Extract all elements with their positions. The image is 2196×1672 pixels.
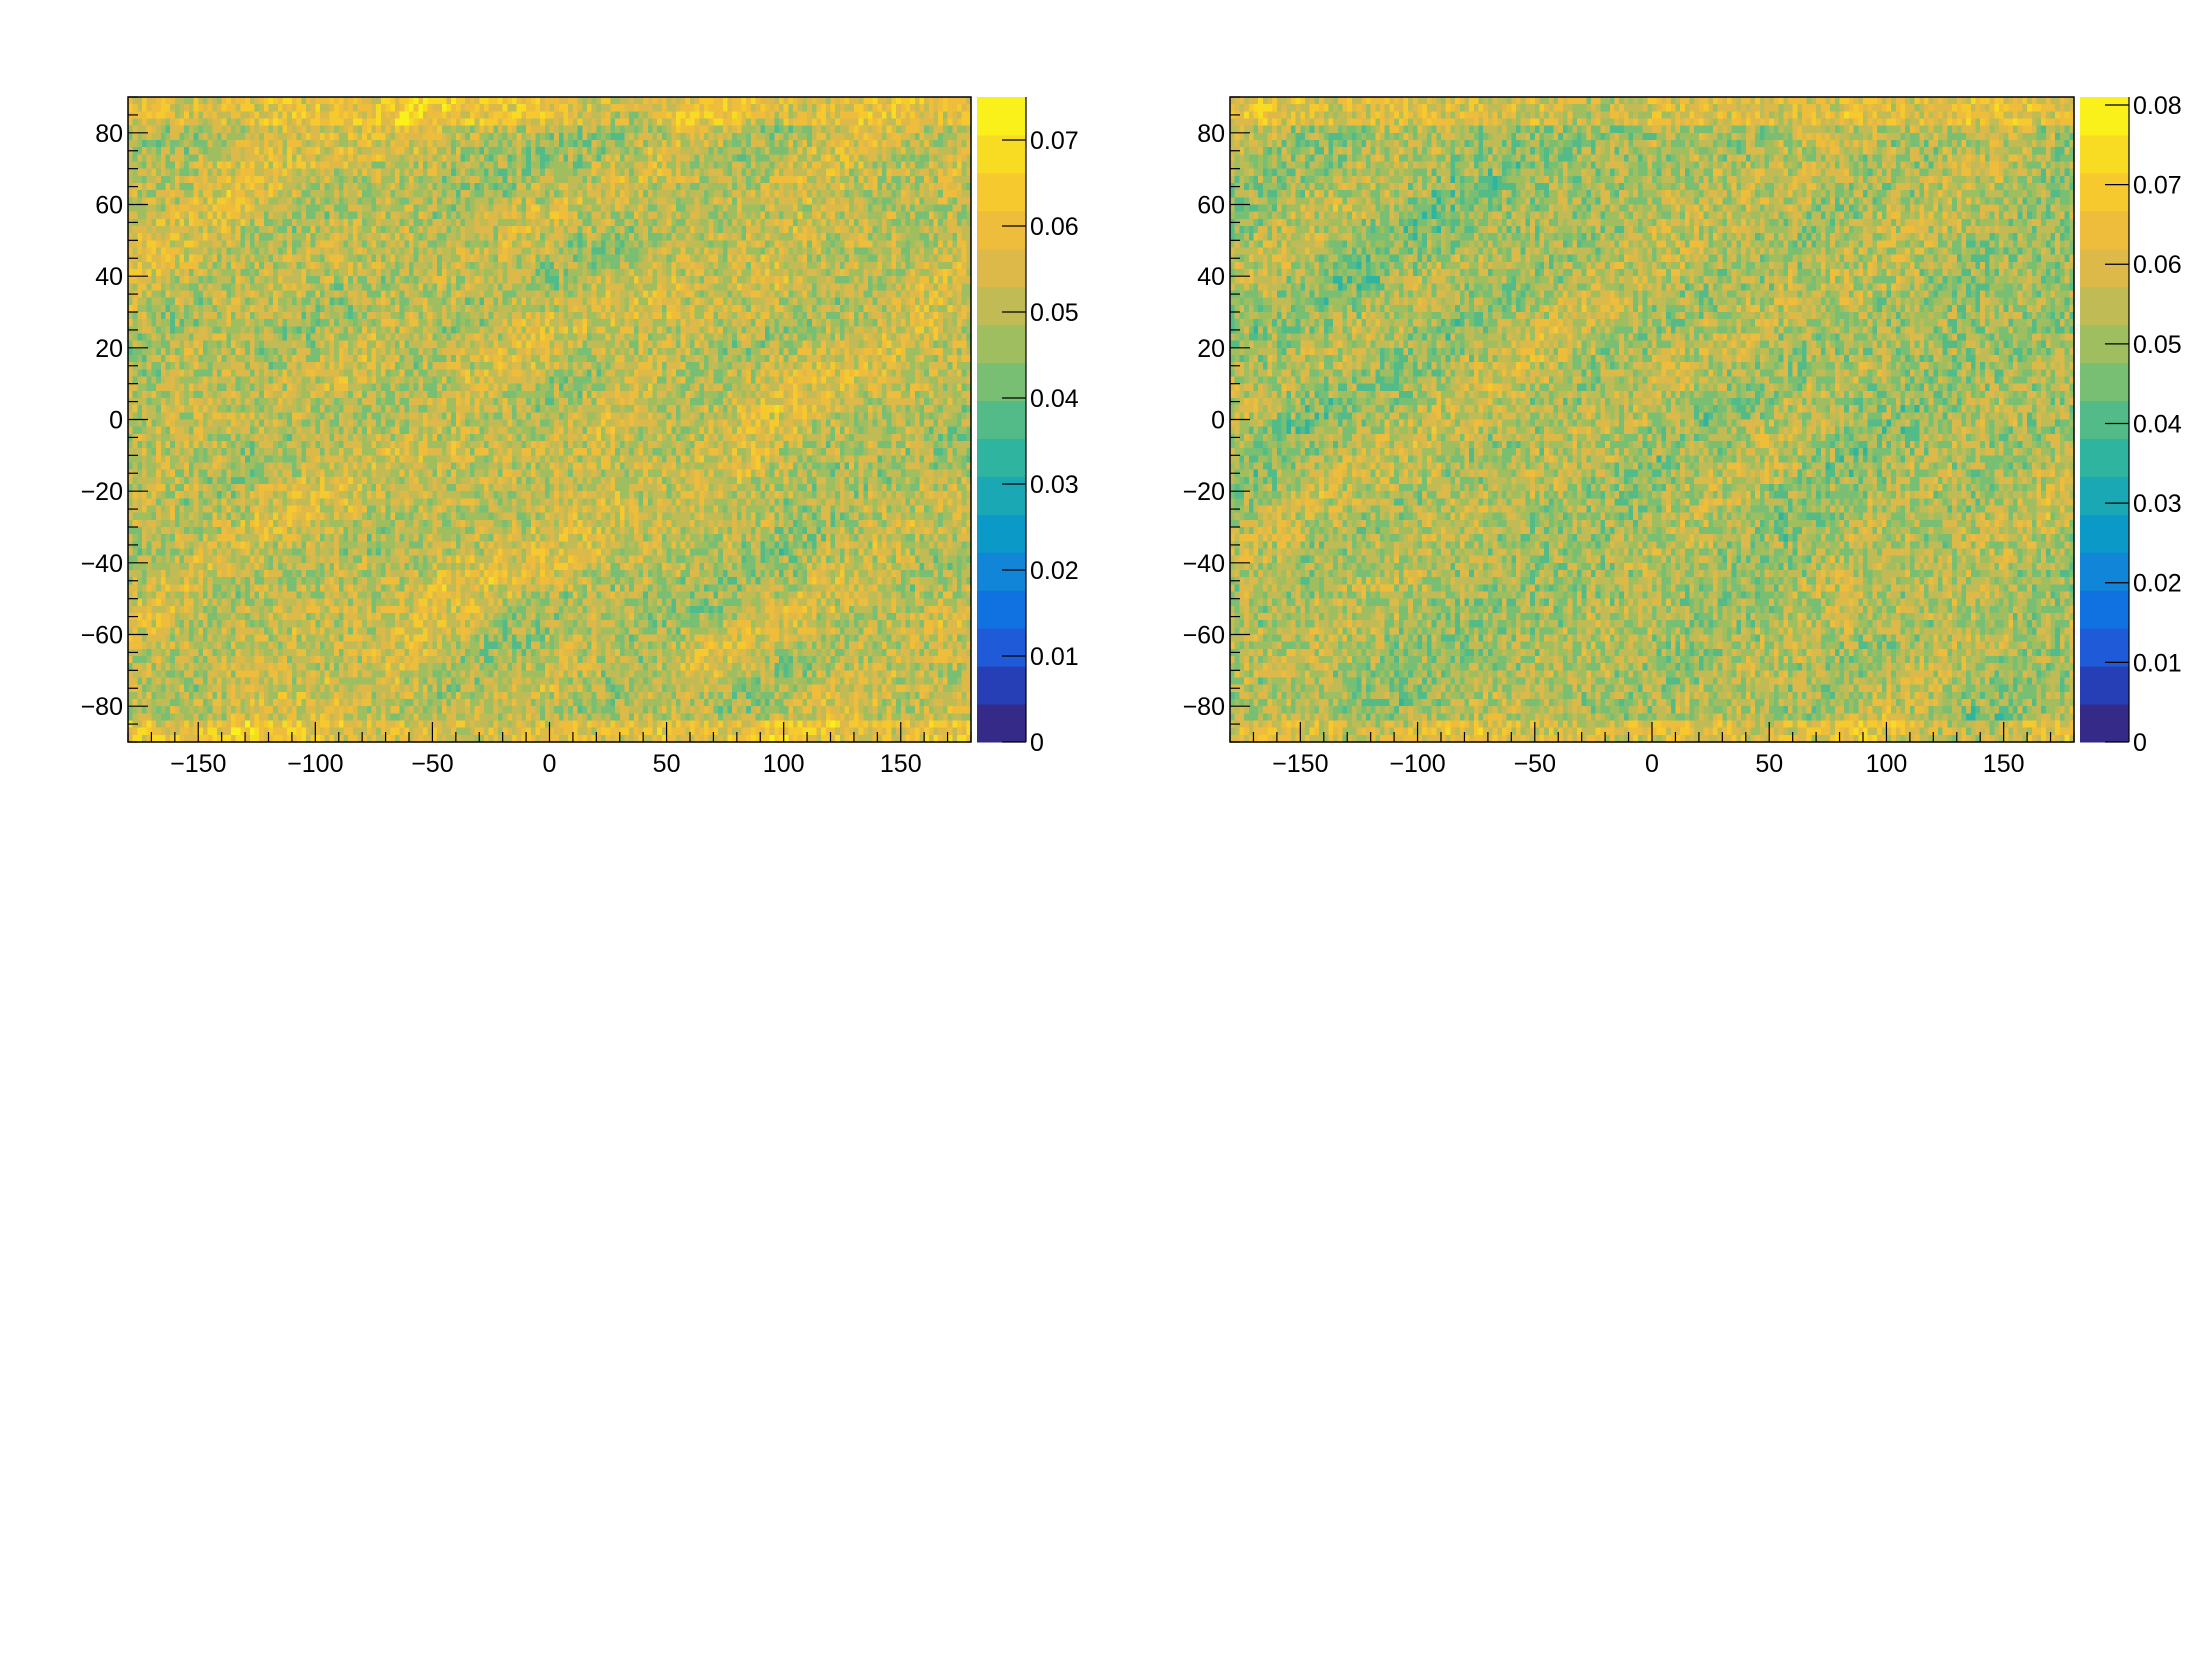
color-bar-segment	[977, 514, 1026, 553]
y-tick-label: 20	[1197, 335, 1225, 363]
y-tick-label: 60	[1197, 192, 1225, 220]
color-bar-segment	[977, 210, 1026, 250]
color-bar-segment	[977, 362, 1026, 402]
color-bar: 0 0.01 0.02 0.03 0.04 0.05 0.06 0.07	[977, 97, 1079, 757]
x-tick-label: −100	[1389, 750, 1445, 778]
y-tick-label: 80	[1197, 120, 1225, 148]
color-bar-segment	[977, 172, 1026, 212]
x-tick-label: −150	[1272, 750, 1328, 778]
color-bar-segment	[977, 248, 1026, 288]
x-tick-label: −150	[170, 750, 226, 778]
color-bar-segment	[2080, 362, 2129, 402]
x-tick-label: 0	[1645, 750, 1659, 778]
color-bar-segment	[977, 552, 1026, 591]
color-bar-segment	[2080, 286, 2129, 326]
color-bar-tick-label: 0.03	[1030, 471, 1079, 499]
x-tick-label: 0	[543, 750, 557, 778]
color-bar-tick-label: 0.03	[2133, 490, 2182, 518]
color-bar-tick-label: 0.07	[1030, 127, 1079, 155]
heatmap-cells	[128, 97, 971, 742]
color-bar-tick-label: 0.04	[2133, 410, 2182, 438]
color-bar-tick-label: 0	[2133, 729, 2147, 757]
color-bar-segment	[977, 286, 1026, 326]
color-bar-tick-label: 0.05	[2133, 331, 2182, 359]
color-bar-segment	[977, 704, 1026, 743]
color-bar-tick-label: 0.06	[2133, 251, 2182, 279]
y-tick-label: −20	[1183, 478, 1225, 506]
color-bar-segment	[2080, 476, 2129, 515]
x-tick-label: 50	[1755, 750, 1783, 778]
color-bar-segment	[977, 590, 1026, 629]
color-bar-tick-label: 0.07	[2133, 172, 2182, 200]
color-bar-segment	[977, 628, 1026, 667]
y-tick-label: −40	[1183, 550, 1225, 578]
color-bar-tick-label: 0.01	[2133, 649, 2182, 677]
color-bar-segment	[2080, 590, 2129, 629]
color-bar-tick-label: 0.02	[1030, 557, 1079, 585]
x-tick-label: 100	[763, 750, 805, 778]
y-tick-label: 0	[109, 407, 123, 435]
y-tick-label: −20	[81, 478, 123, 506]
heatmap-panel-2: −150 −100 −50 0 50 100 150 −80 −60 −40 −20 0 20 40 60 8…	[1183, 92, 2182, 778]
color-bar-segment	[977, 438, 1026, 477]
y-tick-label: −60	[1183, 622, 1225, 650]
y-tick-label: 40	[1197, 263, 1225, 291]
x-tick-label: −100	[287, 750, 343, 778]
y-tick-label: 60	[95, 192, 123, 220]
color-bar-segment	[977, 97, 1026, 136]
color-bar-segment	[2080, 514, 2129, 553]
color-bar-segment	[2080, 628, 2129, 667]
heatmap-cells	[1230, 97, 2074, 742]
x-tick-label: 150	[1983, 750, 2025, 778]
color-bar-tick-label: 0.06	[1030, 213, 1079, 241]
color-bar-segment	[977, 476, 1026, 515]
x-tick-label: 150	[880, 750, 922, 778]
color-bar-segment	[2080, 552, 2129, 591]
x-tick-label: −50	[411, 750, 453, 778]
x-tick-label: 50	[653, 750, 681, 778]
color-bar: 0 0.01 0.02 0.03 0.04 0.05 0.06 0.07 0.08	[2080, 92, 2182, 757]
color-bar-segment	[2080, 438, 2129, 477]
color-bar-segment	[977, 666, 1026, 705]
color-bar-segment	[2080, 210, 2129, 250]
y-tick-label: 40	[95, 263, 123, 291]
color-bar-segment	[2080, 134, 2129, 174]
color-bar-segment	[977, 400, 1026, 439]
color-bar-segment	[2080, 666, 2129, 705]
x-tick-label: −50	[1514, 750, 1556, 778]
y-tick-label: −60	[81, 622, 123, 650]
y-tick-label: −80	[81, 693, 123, 721]
color-bar-segment	[977, 324, 1026, 364]
y-tick-label: 0	[1211, 407, 1225, 435]
y-tick-label: 20	[95, 335, 123, 363]
color-bar-tick-label: 0.01	[1030, 643, 1079, 671]
color-bar-tick-label: 0	[1030, 729, 1044, 757]
x-tick-label: 100	[1866, 750, 1908, 778]
color-bar-segment	[2080, 97, 2129, 136]
y-tick-label: −40	[81, 550, 123, 578]
y-tick-label: −80	[1183, 693, 1225, 721]
heatmap-panel-1: −150 −100 −50 0 50 100 150 −80 −60 −40 −20 0 20 40 60 8…	[81, 96, 1079, 778]
color-bar-tick-label: 0.02	[2133, 570, 2182, 598]
color-bar-segment	[2080, 400, 2129, 439]
color-bar-segment	[2080, 172, 2129, 212]
color-bar-tick-label: 0.04	[1030, 385, 1079, 413]
color-bar-segment	[2080, 248, 2129, 288]
color-bar-segment	[2080, 704, 2129, 743]
color-bar-tick-label: 0.05	[1030, 299, 1079, 327]
color-bar-tick-label: 0.08	[2133, 92, 2182, 120]
color-bar-segment	[977, 134, 1026, 174]
y-tick-label: 80	[95, 120, 123, 148]
